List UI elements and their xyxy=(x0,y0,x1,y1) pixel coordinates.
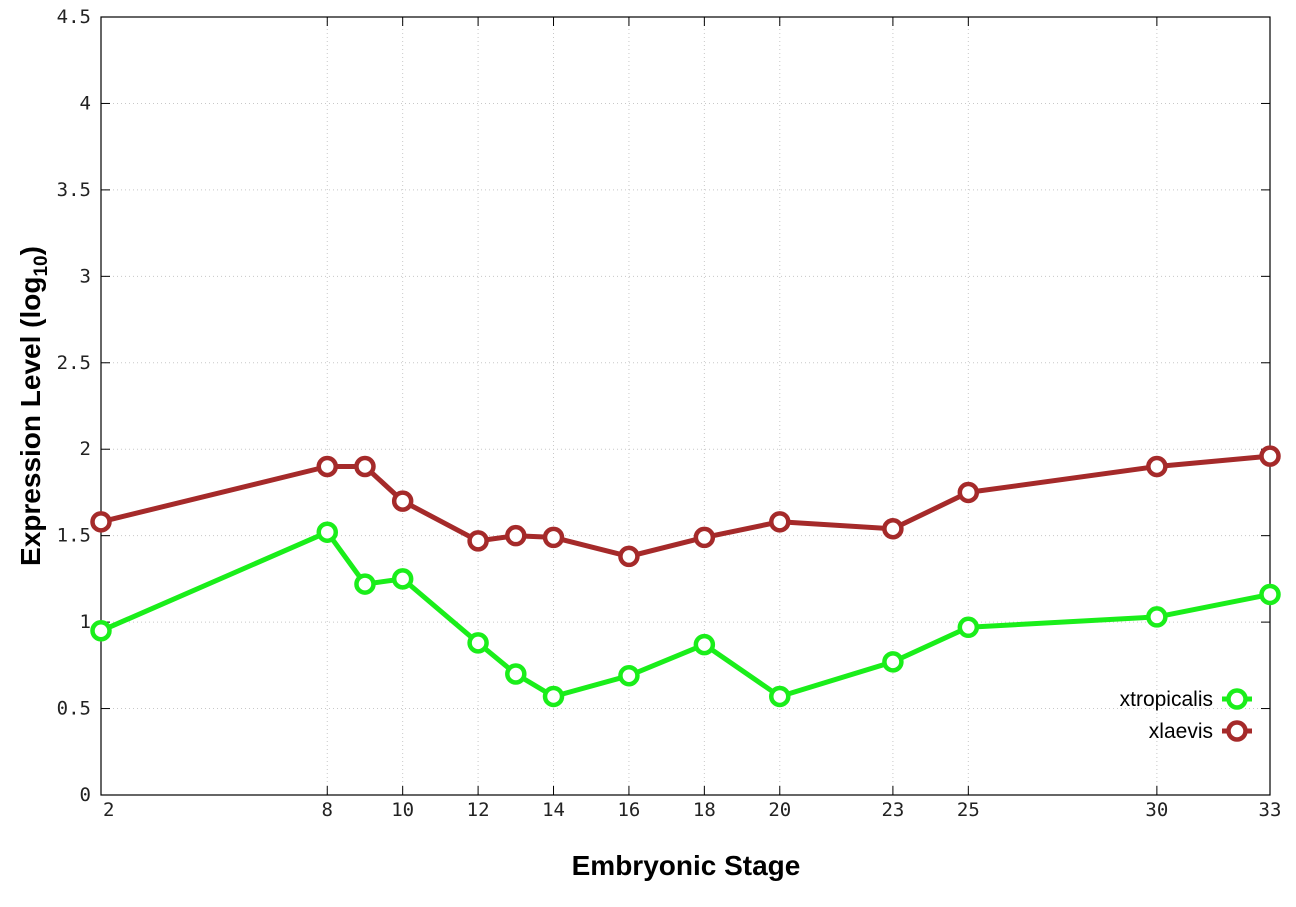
data-point-xlaevis xyxy=(957,481,980,504)
x-tick-label: 8 xyxy=(322,799,333,821)
x-tick-label: 14 xyxy=(542,799,565,821)
x-axis-title: Embryonic Stage xyxy=(572,850,801,881)
y-tick-labels: 0 0.5 1 1.5 2 2.5 3 3.5 4 4.5 xyxy=(57,6,91,806)
y-tick-label: 2 xyxy=(80,438,91,460)
series-xlaevis xyxy=(90,445,1281,568)
data-point-xtropicalis xyxy=(354,573,376,595)
data-point-xlaevis xyxy=(1259,445,1281,467)
data-point-xtropicalis xyxy=(467,632,489,654)
data-point-xtropicalis xyxy=(90,620,112,642)
data-point-xtropicalis xyxy=(693,633,716,656)
x-tick-label: 18 xyxy=(693,799,716,821)
y-tick-label: 0 xyxy=(80,784,91,806)
data-point-xlaevis xyxy=(90,511,112,533)
data-point-xlaevis xyxy=(467,530,489,552)
plot-frame xyxy=(100,16,1271,796)
y-axis-title: Expression Level (log10) xyxy=(15,246,52,566)
data-point-xlaevis xyxy=(1146,455,1168,478)
data-point-xtropicalis xyxy=(505,663,527,685)
y-tick-label: 0.5 xyxy=(57,698,91,720)
data-point-xlaevis xyxy=(618,545,640,568)
grid xyxy=(101,17,1270,795)
y-tick-label: 4.5 xyxy=(57,6,91,28)
data-point-xtropicalis xyxy=(316,521,339,543)
legend-item-xlaevis: xlaevis xyxy=(1149,720,1252,743)
y-tick-label: 2.5 xyxy=(57,352,91,374)
x-tick-label: 33 xyxy=(1259,799,1282,821)
series-line-xtropicalis xyxy=(100,529,1271,699)
data-point-xlaevis xyxy=(391,490,414,512)
data-point-xlaevis xyxy=(882,518,904,540)
x-tick-label: 2 xyxy=(103,799,114,821)
data-point-xtropicalis xyxy=(618,664,640,687)
data-point-xtropicalis xyxy=(769,685,791,708)
legend-label: xtropicalis xyxy=(1120,688,1213,711)
y-axis-title-subscript: 10 xyxy=(31,255,52,276)
data-point-xlaevis xyxy=(354,455,376,478)
y-axis-title-end: ) xyxy=(15,246,46,255)
x-tick-labels: 2 8 10 12 14 16 18 20 23 25 30 33 xyxy=(103,799,1281,821)
series-lines xyxy=(90,445,1281,708)
legend-label: xlaevis xyxy=(1149,720,1213,743)
data-point-xlaevis xyxy=(505,524,527,547)
y-tick-label: 4 xyxy=(80,92,91,114)
data-point-xtropicalis xyxy=(1259,583,1281,606)
axis-ticks xyxy=(100,16,1271,796)
x-tick-label: 16 xyxy=(617,799,640,821)
x-tick-label: 30 xyxy=(1145,799,1168,821)
data-point-xtropicalis xyxy=(1146,606,1168,628)
data-point-xlaevis xyxy=(693,526,716,549)
legend-item-xtropicalis: xtropicalis xyxy=(1120,688,1252,711)
y-tick-label: 1.5 xyxy=(57,525,91,547)
data-point-xlaevis xyxy=(542,526,565,549)
x-tick-label: 25 xyxy=(957,799,980,821)
data-point-xtropicalis xyxy=(957,616,980,639)
x-tick-label: 10 xyxy=(391,799,414,821)
data-point-xlaevis xyxy=(316,455,339,478)
series-line-xlaevis xyxy=(100,453,1271,559)
x-tick-label: 20 xyxy=(768,799,791,821)
legend-swatch-marker xyxy=(1226,720,1248,742)
legend-swatch-marker xyxy=(1226,688,1248,710)
x-tick-label: 12 xyxy=(467,799,490,821)
data-point-xlaevis xyxy=(769,511,791,533)
y-tick-label: 3.5 xyxy=(57,179,91,201)
y-tick-label: 3 xyxy=(80,265,91,287)
x-tick-label: 23 xyxy=(881,799,904,821)
legend: xtropicalis xlaevis xyxy=(1120,688,1252,743)
data-point-xtropicalis xyxy=(882,651,904,673)
y-tick-label: 1 xyxy=(80,611,91,633)
data-point-xtropicalis xyxy=(542,685,565,708)
data-point-xtropicalis xyxy=(391,568,414,590)
series-xtropicalis xyxy=(90,521,1281,708)
y-axis-title-main: Expression Level (log xyxy=(15,277,46,566)
